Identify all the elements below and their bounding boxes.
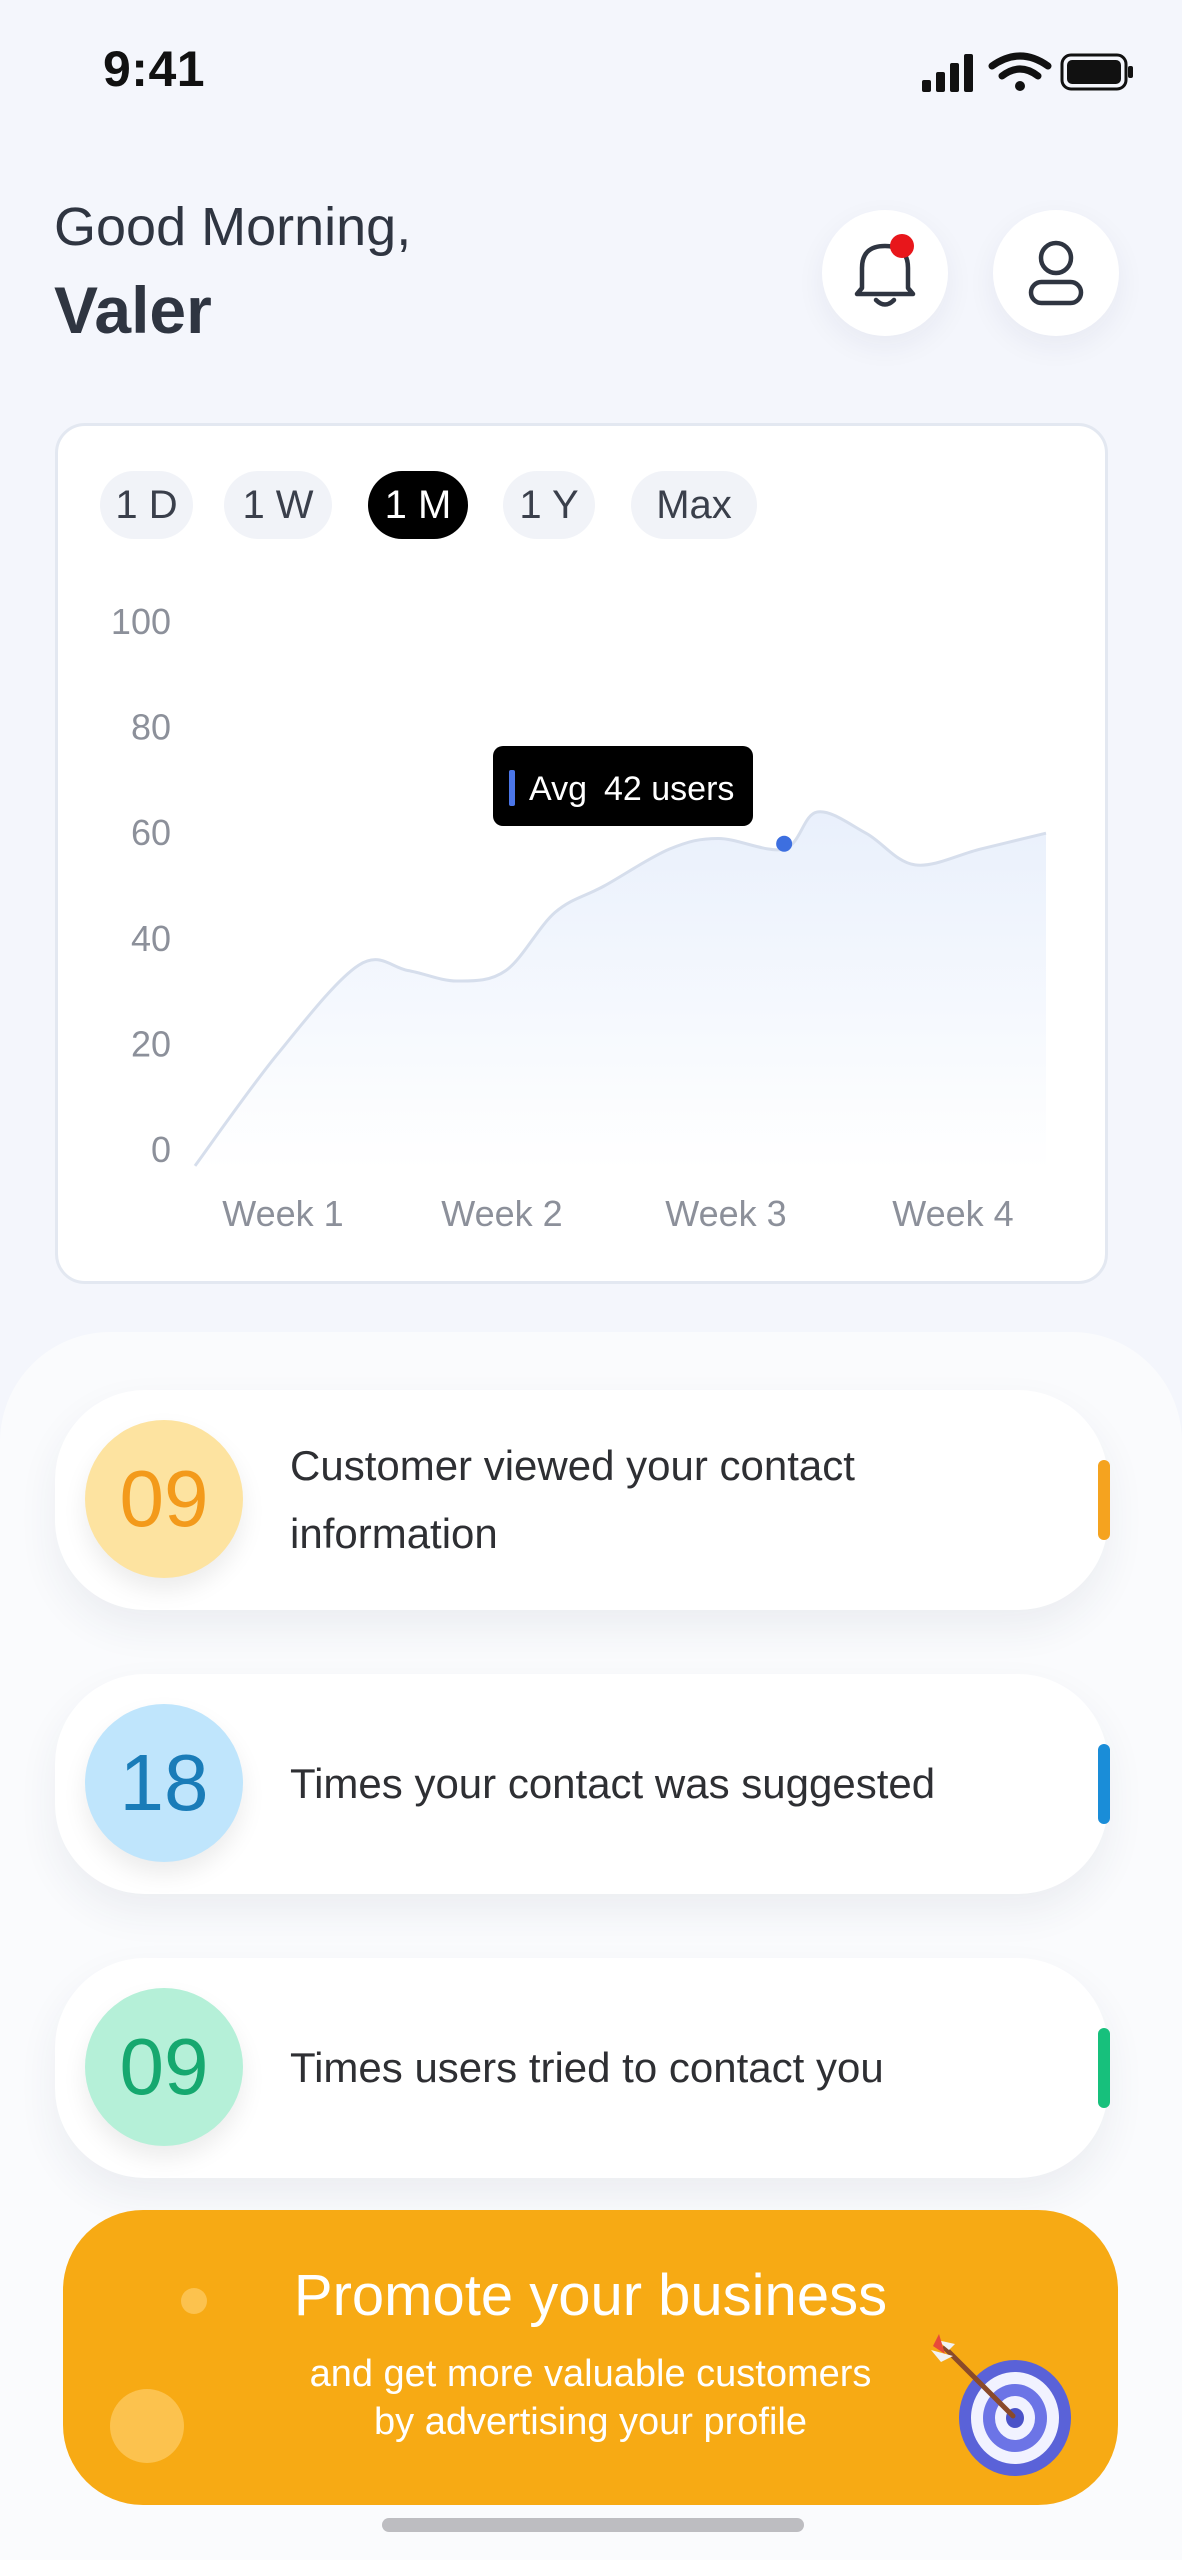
promo-subtitle-line-1: and get more valuable customers xyxy=(309,2353,872,2395)
chart-area-fill xyxy=(195,811,1046,1170)
range-tab-1m[interactable]: 1 M xyxy=(368,471,468,539)
user-icon xyxy=(1028,240,1084,306)
status-icons xyxy=(922,52,1133,92)
promo-title: Promote your business xyxy=(293,2263,888,2328)
tooltip-label: Avg xyxy=(529,770,587,808)
decorative-bubble xyxy=(110,2389,184,2463)
stat-count-badge: 09 xyxy=(85,1420,243,1578)
range-tab-1w[interactable]: 1 W xyxy=(224,471,332,539)
notifications-button[interactable] xyxy=(822,210,948,336)
chart-highlight-point xyxy=(776,835,793,852)
stat-count-badge: 09 xyxy=(85,1988,243,2146)
y-tick-label: 0 xyxy=(151,1129,171,1170)
status-time: 9:41 xyxy=(103,41,206,97)
tooltip-value: 42 users xyxy=(604,770,734,808)
chart-tooltip: Avg 42 users xyxy=(493,746,753,826)
stat-accent-bar xyxy=(1098,1460,1110,1540)
greeting-text: Good Morning, xyxy=(54,197,412,257)
x-tick-label: Week 3 xyxy=(665,1193,786,1234)
analytics-chart-card: 1 D 1 W 1 M 1 Y Max 0 20 40 60 80 100 Week 1 W… xyxy=(55,423,1108,1284)
target-arrow-icon xyxy=(931,2334,1071,2476)
promo-subtitle-line-2: by advertising your profile xyxy=(374,2401,807,2443)
cellular-signal-icon xyxy=(922,54,973,92)
home-indicator xyxy=(382,2518,804,2532)
chart-series-line xyxy=(193,810,1047,1167)
range-tab-1d[interactable]: 1 D xyxy=(100,471,193,539)
notification-badge xyxy=(890,234,914,258)
x-tick-label: Week 2 xyxy=(441,1193,562,1234)
stat-description: Times your contact was suggested xyxy=(290,1760,936,1807)
y-tick-label: 100 xyxy=(111,601,171,642)
bell-icon xyxy=(854,243,916,307)
y-tick-label: 40 xyxy=(131,918,171,959)
range-tab-1y[interactable]: 1 Y xyxy=(503,471,595,539)
x-tick-label: Week 4 xyxy=(892,1193,1013,1234)
user-name: Valer xyxy=(54,273,212,347)
battery-icon xyxy=(1060,53,1133,91)
stat-count-badge: 18 xyxy=(85,1704,243,1862)
range-tab-max[interactable]: Max xyxy=(631,471,757,539)
decorative-dot xyxy=(181,2288,207,2314)
stat-accent-bar xyxy=(1098,2028,1110,2108)
stat-description: Customer viewed your contact information xyxy=(290,1442,855,1557)
y-tick-label: 20 xyxy=(131,1023,171,1064)
wifi-icon xyxy=(988,52,1052,91)
stat-card-contact-attempts[interactable]: 09 Times users tried to contact you xyxy=(55,1958,1110,2178)
x-tick-label: Week 1 xyxy=(222,1193,343,1234)
promo-subtitle: and get more valuable customers by adver… xyxy=(63,2350,1118,2446)
line-chart: 0 20 40 60 80 100 Week 1 Week 2 Week 3 Week 4 Av… xyxy=(111,601,1047,1234)
y-tick-label: 60 xyxy=(131,812,171,853)
promote-business-banner[interactable]: Promote your business and get more valua… xyxy=(63,2210,1118,2505)
profile-button[interactable] xyxy=(993,210,1119,336)
stat-card-contact-suggested[interactable]: 18 Times your contact was suggested xyxy=(55,1674,1110,1894)
stat-card-contact-viewed[interactable]: 09 Customer viewed your contact informat… xyxy=(55,1390,1110,1610)
y-tick-label: 80 xyxy=(131,707,171,748)
stat-accent-bar xyxy=(1098,1744,1110,1824)
stat-description: Times users tried to contact you xyxy=(290,2044,884,2091)
